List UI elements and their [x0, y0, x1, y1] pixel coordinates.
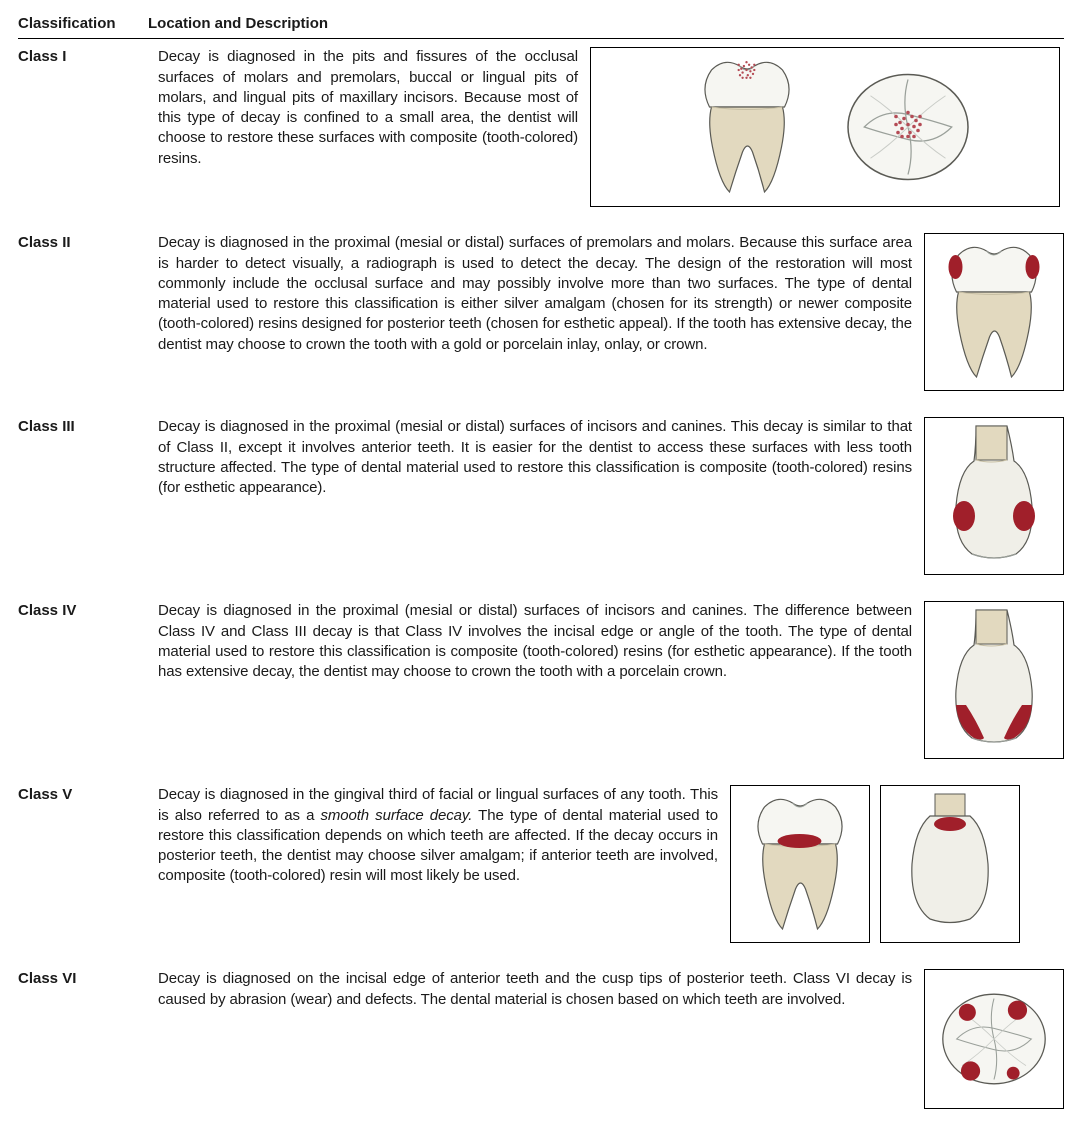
class-1-label: Class I — [18, 47, 158, 67]
class-5-label: Class V — [18, 785, 158, 805]
class-5-figure-posterior — [730, 785, 870, 943]
class-3-desc: Decay is diagnosed in the proximal (mesi… — [158, 417, 924, 498]
incisor-icon — [934, 421, 1054, 571]
incisor-icon — [934, 605, 1054, 755]
class-5-desc-em: smooth surface decay. — [320, 807, 472, 824]
class-5-desc: Decay is diagnosed in the gingival third… — [158, 785, 730, 886]
class-2-desc: Decay is diagnosed in the proximal (mesi… — [158, 233, 924, 355]
molar-side-icon — [934, 237, 1054, 387]
class-4-label: Class IV — [18, 601, 158, 621]
class-3-figure — [924, 417, 1064, 575]
molar-occ-icon — [833, 52, 983, 202]
class-2-figure — [924, 233, 1064, 391]
class-6-desc: Decay is diagnosed on the incisal edge o… — [158, 969, 924, 1010]
class-3-label: Class III — [18, 417, 158, 437]
class-4-figure — [924, 601, 1064, 759]
class-4-desc: Decay is diagnosed in the proximal (mesi… — [158, 601, 924, 682]
class-1-desc: Decay is diagnosed in the pits and fissu… — [158, 47, 590, 169]
row-class-2: Class II Decay is diagnosed in the proxi… — [18, 233, 1064, 391]
row-class-5: Class V Decay is diagnosed in the gingiv… — [18, 785, 1064, 943]
class-5-figure-anterior — [880, 785, 1020, 943]
molar-side-icon — [740, 789, 860, 939]
row-class-4: Class IV Decay is diagnosed in the proxi… — [18, 601, 1064, 759]
molar-side-icon — [667, 52, 827, 202]
header-classification: Classification — [18, 14, 148, 34]
table-header: Classification Location and Description — [18, 14, 1064, 39]
header-location: Location and Description — [148, 14, 1064, 34]
row-class-3: Class III Decay is diagnosed in the prox… — [18, 417, 1064, 575]
class-2-label: Class II — [18, 233, 158, 253]
incisor-short-icon — [890, 789, 1010, 939]
class-6-figure — [924, 969, 1064, 1109]
molar-occ-icon — [930, 975, 1058, 1103]
row-class-1: Class I Decay is diagnosed in the pits a… — [18, 47, 1064, 207]
row-class-6: Class VI Decay is diagnosed on the incis… — [18, 969, 1064, 1109]
class-6-label: Class VI — [18, 969, 158, 989]
class-1-figure — [590, 47, 1060, 207]
